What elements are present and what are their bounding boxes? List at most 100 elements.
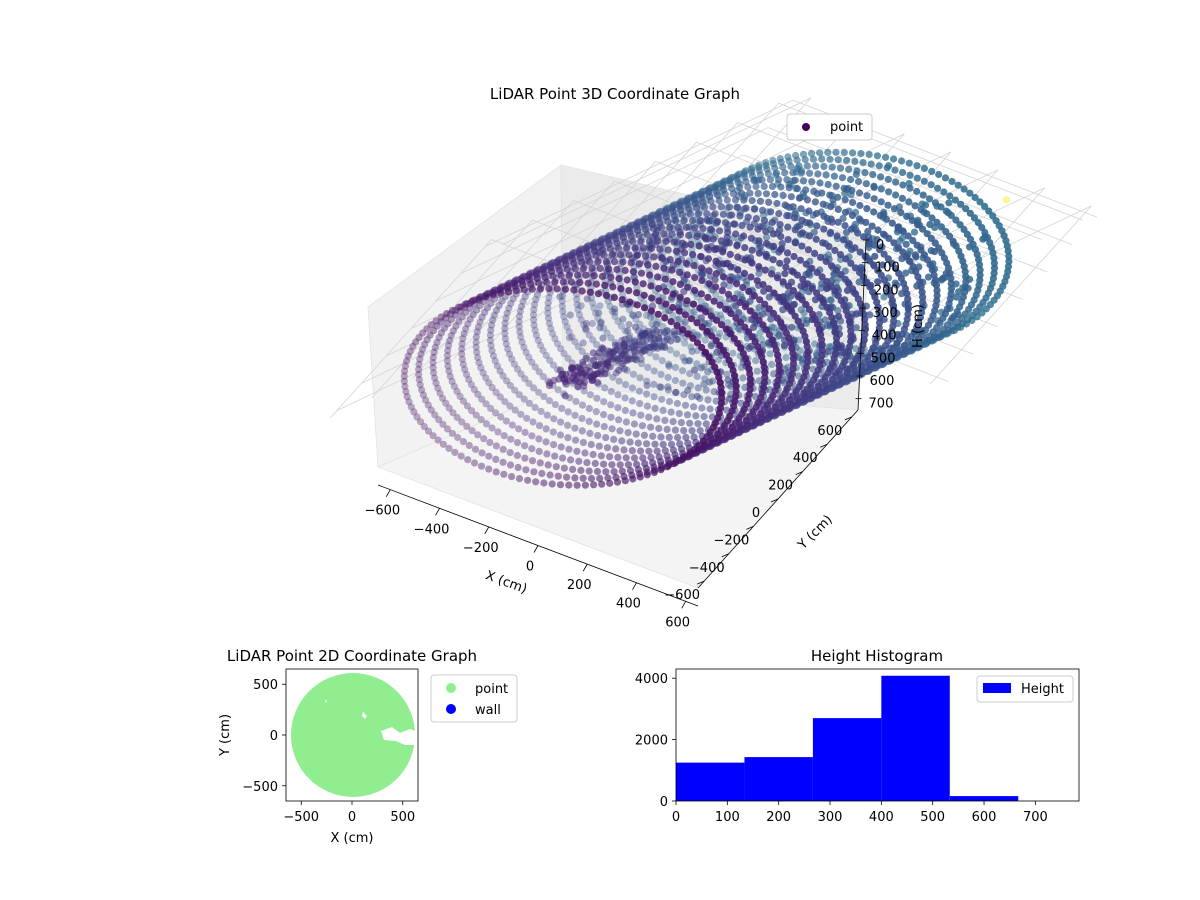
scatter-point [768,182,777,191]
scatter-point [870,208,878,216]
scatter-point [648,294,656,302]
scatter-point [472,338,480,346]
z-tick-label-3d: 200 [874,283,899,298]
scatter-point [663,425,671,433]
scatter-point [657,466,665,474]
scatter-point [919,225,927,233]
scatter-point [602,365,610,373]
y-tick-label-3d: 0 [752,506,760,521]
scatter-point [668,266,676,274]
scatter-point [675,456,683,464]
scatter-point [619,315,627,323]
scatter-point [643,381,651,390]
scatter-point [933,291,941,300]
scatter-point [497,289,505,297]
scatter-point [577,316,585,324]
scatter-point [543,278,551,286]
scatter-point [515,312,524,321]
scatter-point [661,275,669,283]
scatter-point [759,281,767,289]
scatter-point [681,318,689,326]
scatter-point [581,481,590,489]
scatter-point [624,327,632,335]
scatter-point [551,278,559,286]
scatter-point [467,381,475,389]
scatter-point [617,322,626,330]
scatter-point [752,357,760,365]
scatter-point [590,304,598,312]
scatter-point [678,367,687,375]
scatter-point [722,305,730,313]
scatter-point [448,306,457,314]
scatter-point [976,198,984,206]
scatter-point [827,215,835,223]
scatter-point [515,318,523,326]
scatter-point [627,259,635,267]
scatter-point [674,223,682,231]
scatter-point [941,174,950,182]
scatter-point [807,149,816,157]
scatter-point [544,299,552,307]
scatter-point [783,212,791,220]
scatter-point [538,469,546,478]
scatter-point [419,345,427,353]
histogram-bar [744,757,813,801]
scatter-point [769,309,778,317]
scatter-point [528,358,536,366]
scatter-point [736,212,744,220]
scatter-point [738,189,746,197]
scatter-point [502,314,510,322]
scatter-point [877,185,885,193]
scatter-point [696,427,704,435]
scatter-point [705,217,713,225]
scatter-point [548,480,556,488]
scatter-point [814,170,822,178]
scatter-point [920,177,928,185]
scatter-point [891,166,899,174]
scatter-point [870,182,878,190]
scatter-point [854,177,863,186]
scatter-point [646,313,655,321]
scatter-point [809,155,818,163]
x-tick-label-2d: 0 [348,810,356,825]
scatter-point [933,286,941,294]
scatter-point [522,466,530,474]
scatter-point [875,324,883,332]
scatter-point [493,362,501,370]
scatter-point [669,290,677,298]
scatter-point [819,239,827,247]
scatter-point [485,379,493,387]
scatter-point [476,318,484,326]
scatter-point [750,323,758,331]
scatter-point [535,279,543,287]
scatter-point [741,244,749,252]
scatter-point [573,301,581,309]
scatter-point [607,401,615,409]
scatter-point [464,456,472,464]
scatter-point [729,190,738,198]
scatter-point [689,334,697,342]
scatter-point [644,363,652,371]
scatter-point [750,205,759,213]
scatter-point [561,285,570,293]
scatter-point [746,307,754,315]
scatter-point [794,291,802,299]
scatter-point [498,297,506,305]
scatter-point [681,401,690,409]
scatter-point [598,480,606,488]
scatter-point [443,310,451,318]
scatter-point [625,287,633,295]
scatter-point [969,240,977,248]
scatter-point [709,235,717,243]
scatter-point [593,394,601,402]
scatter-point [736,183,744,192]
scatter-point [424,427,433,435]
scatter-point [656,328,665,337]
scatter-point [962,205,970,213]
scatter-point [582,325,590,333]
scatter-point [555,375,563,383]
scatter-point [679,379,687,387]
scatter-point [933,218,941,226]
scatter-point [791,226,799,234]
scatter-point [559,454,567,462]
